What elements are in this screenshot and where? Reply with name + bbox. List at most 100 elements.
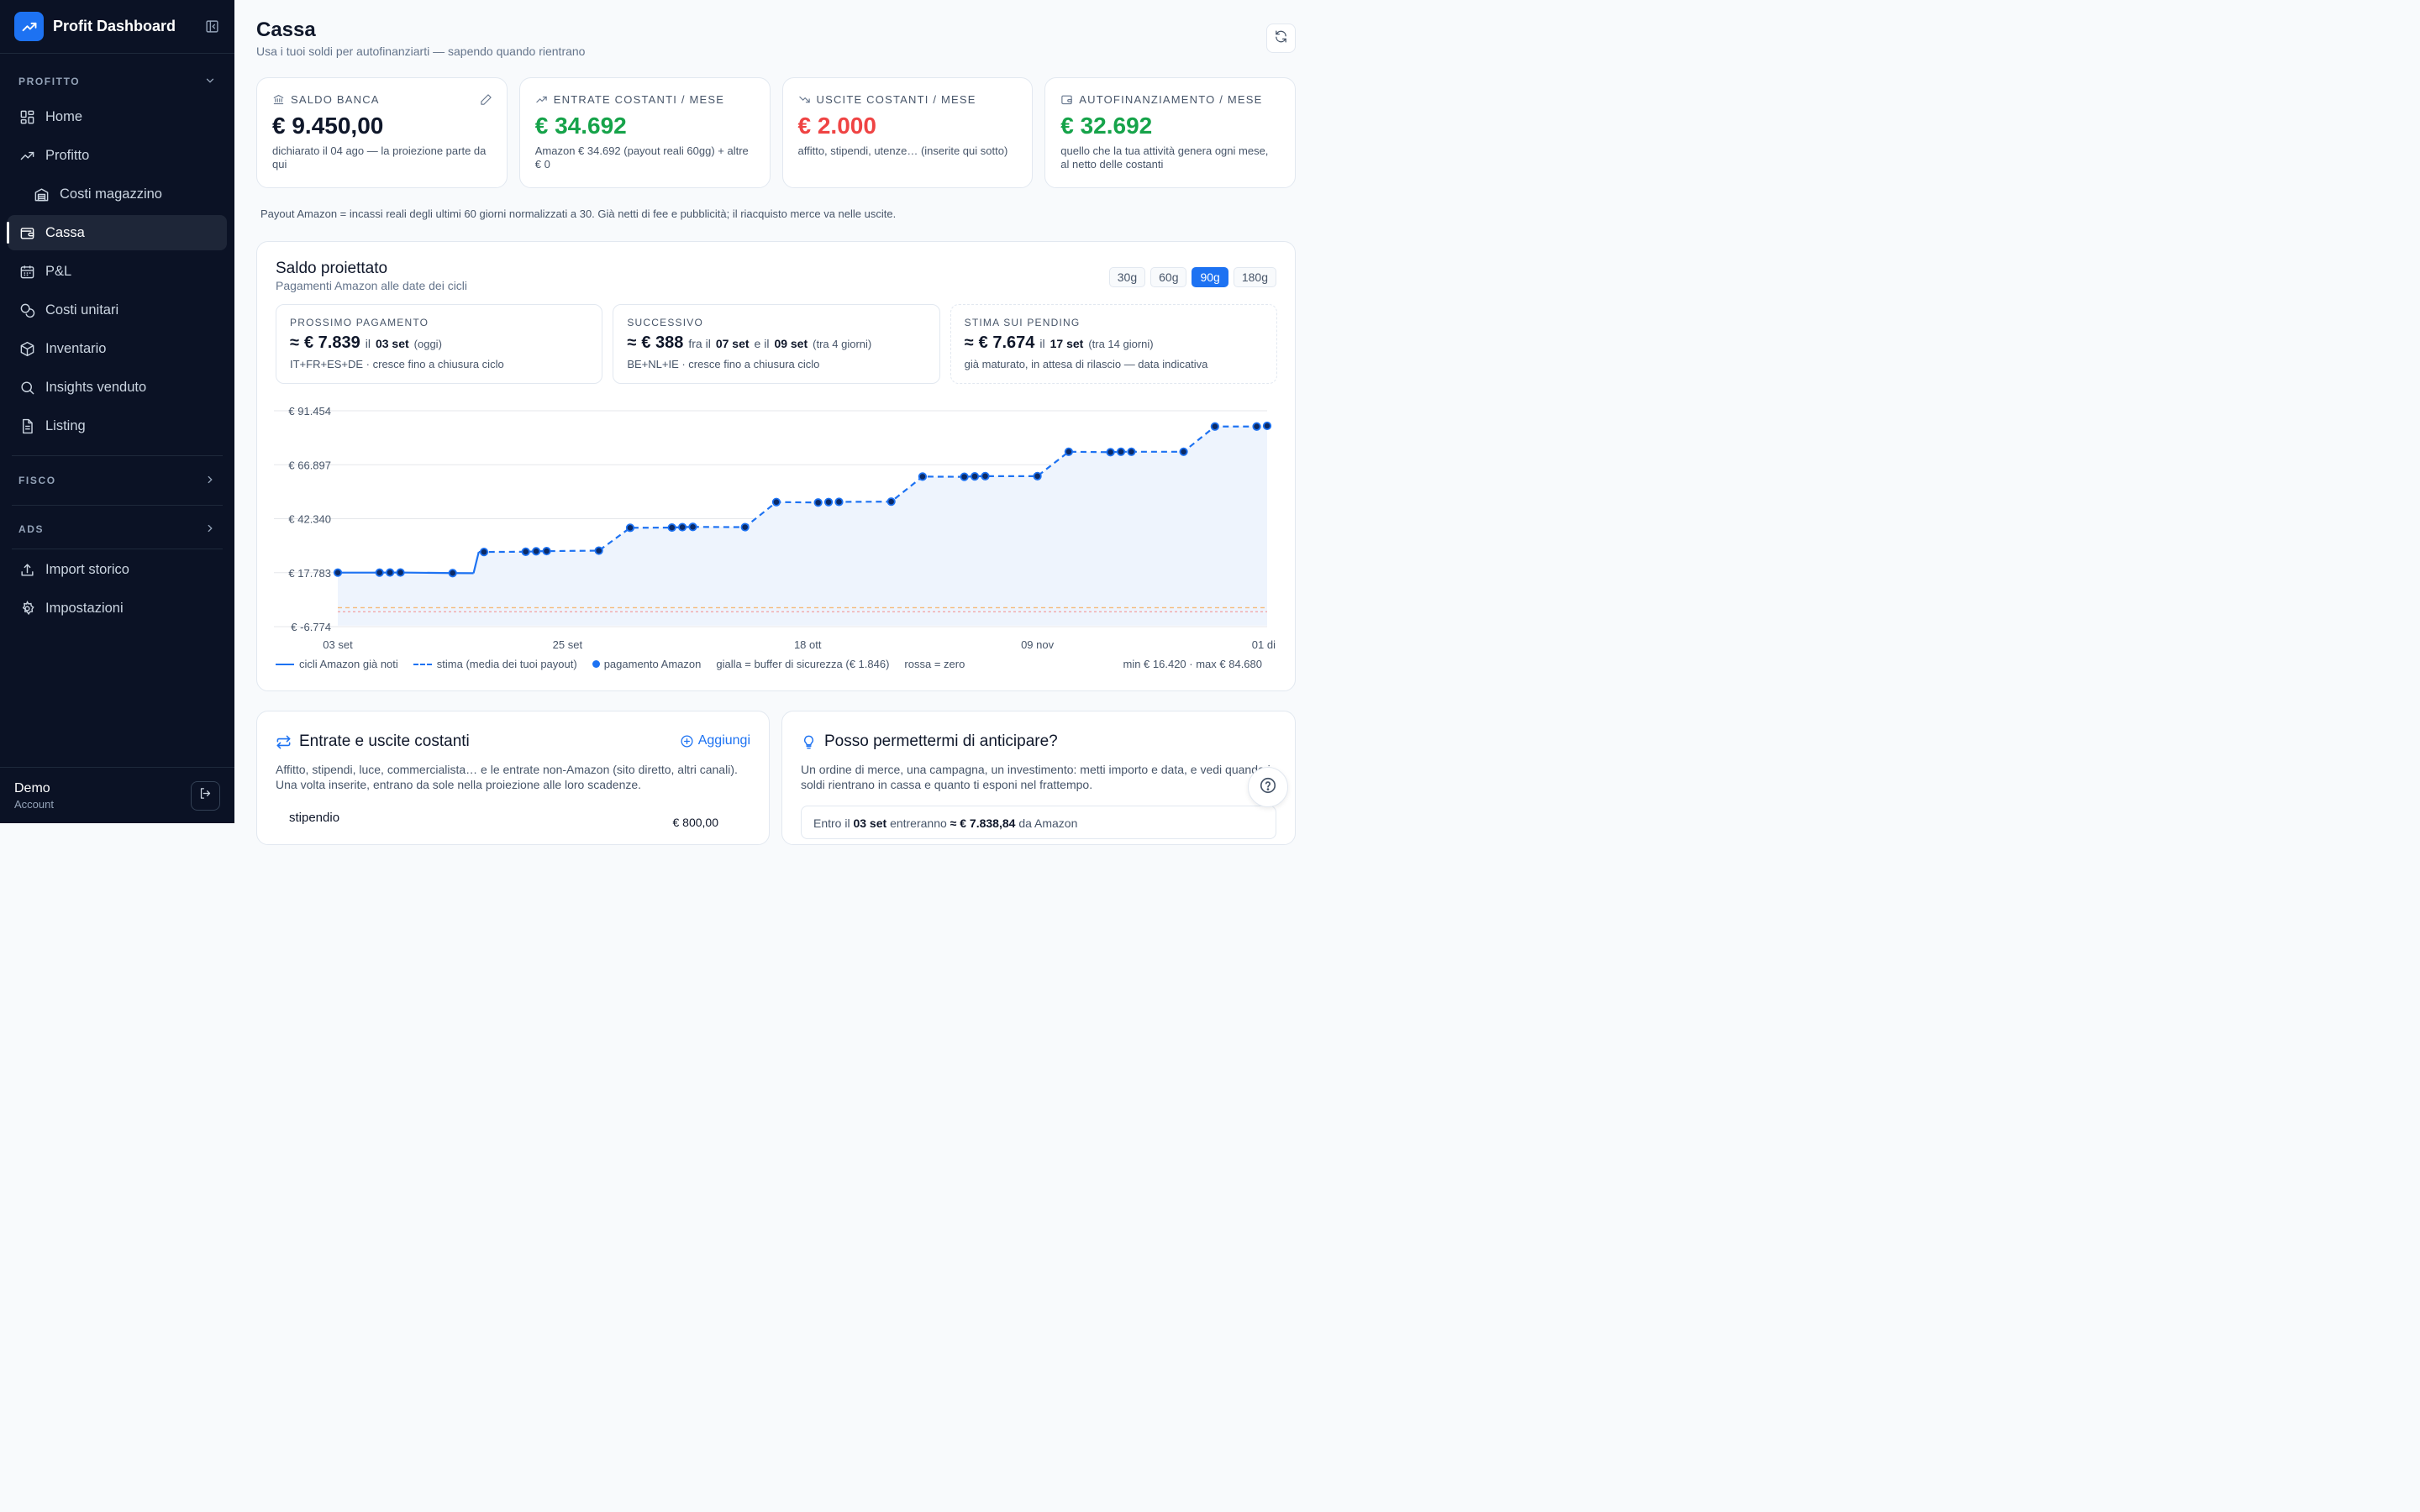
sidebar-item-label: Impostazioni	[45, 600, 124, 616]
range-30g-button[interactable]: 30g	[1108, 267, 1146, 287]
help-question-icon	[1259, 776, 1277, 799]
collapse-sidebar-icon[interactable]	[203, 18, 220, 35]
logout-icon	[198, 786, 213, 805]
range-60g-button[interactable]: 60g	[1150, 267, 1187, 287]
kpi-note: quello che la tua attività genera ogni m…	[1060, 144, 1269, 171]
repeat-icon	[276, 733, 292, 750]
sidebar-item-label: Cassa	[45, 224, 85, 240]
sidebar-item-listing[interactable]: Listing	[8, 408, 227, 444]
x-tick-label: 09 nov	[1021, 638, 1055, 651]
refresh-button[interactable]	[1266, 24, 1296, 53]
payment-dot	[1127, 447, 1136, 456]
payment-dot	[1210, 422, 1219, 431]
projection-chart[interactable]: € 91.454 € 66.897 € 42.340 € 17.783 € -6.774…	[257, 393, 1297, 654]
payment-dot	[667, 522, 676, 533]
projection-subtitle: Pagamenti Amazon alle date dei cicli	[276, 279, 468, 292]
sidebar-item-profitto[interactable]: Profitto	[8, 138, 227, 173]
sidebar-item-inventario[interactable]: Inventario	[8, 331, 227, 366]
add-recurring-button[interactable]: Aggiungi	[680, 733, 750, 748]
sidebar-item-cassa[interactable]: Cassa	[7, 215, 227, 250]
next-payment-prefix: il	[365, 337, 371, 350]
kpi-value: € 34.692	[534, 113, 627, 139]
range-180g-button[interactable]: 180g	[1233, 267, 1276, 287]
lightbulb-icon	[801, 733, 818, 750]
y-tick-label: € 17.783	[288, 567, 331, 580]
payment-dot	[448, 569, 457, 578]
sidebar-item-label: Profitto	[45, 147, 90, 163]
kpi-label: AUTOFINANZIAMENTO / MESE	[1060, 93, 1280, 106]
section-fisco[interactable]: FISCO	[0, 471, 234, 490]
brand-header: Profit Dashboard	[0, 0, 234, 54]
payment-dot	[886, 497, 896, 507]
following-payment-main: ≈ € 388 fra il 07 set e il 09 set (tra 4…	[627, 333, 925, 353]
kpi-note: affitto, stipendi, utenze… (inserite qui…	[797, 144, 1008, 157]
main-content: Cassa Usa i tuoi soldi per autofinanziar…	[234, 0, 1318, 845]
following-payment-amount: € 388	[641, 333, 684, 352]
kpi-note: Amazon € 34.692 (payout reali 60gg) + al…	[534, 144, 749, 171]
recurring-description: Affitto, stipendi, luce, commercialista……	[276, 763, 738, 791]
sidebar-item-label: P&L	[45, 263, 72, 279]
sidebar-item-insights-venduto[interactable]: Insights venduto	[8, 370, 227, 405]
kpi-entrate: ENTRATE COSTANTI / MESE € 34.692 Amazon …	[518, 77, 771, 188]
payment-dot	[386, 568, 395, 577]
warehouse-icon	[33, 186, 50, 202]
approx-symbol: ≈	[964, 333, 974, 352]
sidebar-item-costi-magazzino[interactable]: Costi magazzino	[8, 176, 227, 212]
payment-dot	[1262, 421, 1272, 431]
range-90g-button[interactable]: 90g	[1192, 267, 1228, 287]
kpi-label-text: USCITE COSTANTI / MESE	[816, 93, 976, 106]
sidebar-item-costi-unitari[interactable]: Costi unitari	[8, 292, 227, 328]
recurring-card: Entrate e uscite costanti Aggiungi Affit…	[256, 711, 770, 845]
payment-dot	[625, 523, 635, 533]
brand-title: Profit Dashboard	[53, 18, 176, 34]
section-ads-label: ADS	[18, 523, 45, 535]
trend-down-icon	[798, 93, 811, 106]
trend-up-icon	[535, 93, 548, 106]
approx-symbol: ≈	[290, 333, 299, 352]
help-button[interactable]	[1248, 767, 1288, 807]
kpi-value: € 32.692	[1060, 113, 1153, 139]
following-payment-extra: (tra 4 giorni)	[813, 338, 872, 350]
pending-label: STIMA SUI PENDING	[964, 317, 1081, 328]
y-tick-label: € 66.897	[288, 459, 331, 471]
edit-pencil-icon[interactable]	[480, 93, 493, 107]
sidebar-item-pl[interactable]: P&L	[8, 254, 227, 289]
payment-dot	[771, 497, 781, 507]
sidebar-divider	[12, 505, 223, 506]
kpi-label: USCITE COSTANTI / MESE	[798, 93, 1018, 106]
pending-note: già maturato, in attesa di rilascio — da…	[964, 358, 1208, 370]
kpi-label-text: AUTOFINANZIAMENTO / MESE	[1079, 93, 1263, 106]
calendar-icon	[18, 263, 35, 280]
legend-yellow-label: gialla = buffer di sicurezza (€ 1.846)	[716, 658, 890, 670]
payment-dot	[970, 472, 980, 481]
payment-dot	[960, 472, 969, 481]
sidebar-item-home[interactable]: Home	[8, 99, 227, 134]
series-connector	[472, 551, 480, 574]
anticipate-info: Entro il 03 set entreranno ≈ € 7.838,84 …	[801, 806, 1276, 839]
logout-button[interactable]	[191, 780, 220, 811]
y-tick-label: € -6.774	[291, 621, 331, 633]
area-fill	[338, 425, 1267, 626]
account-name: Demo	[14, 780, 50, 795]
payment-dot	[594, 546, 603, 555]
wallet-icon	[18, 224, 35, 241]
x-tick-label: 01 di	[1252, 638, 1276, 651]
payment-dot	[1033, 471, 1042, 480]
approx-symbol: ≈	[627, 333, 637, 352]
sidebar-item-impostazioni[interactable]: Impostazioni	[8, 591, 227, 626]
range-selector: 30g 60g 90g 180g	[1108, 267, 1276, 287]
next-payment-note: IT+FR+ES+DE · cresce fino a chiusura cic…	[290, 358, 504, 370]
pending-amount: € 7.674	[978, 333, 1035, 352]
projection-title: Saldo proiettato	[276, 260, 388, 277]
sidebar-item-label: Inventario	[45, 340, 107, 356]
kpi-saldo-banca: SALDO BANCA € 9.450,00 dichiarato il 04 …	[256, 77, 508, 188]
kpi-value: € 2.000	[797, 113, 876, 139]
legend-dashed-label: stima (media dei tuoi payout)	[436, 658, 577, 670]
kpi-label-text: ENTRATE COSTANTI / MESE	[553, 93, 725, 106]
sidebar-item-import-storico[interactable]: Import storico	[8, 552, 227, 587]
wallet-icon	[1060, 93, 1073, 106]
following-payment-card: SUCCESSIVO ≈ € 388 fra il 07 set e il 09…	[613, 304, 940, 384]
section-ads[interactable]: ADS	[0, 520, 234, 538]
anticipate-description: Un ordine di merce, una campagna, un inv…	[801, 763, 1270, 791]
section-profitto[interactable]: PROFITTO	[0, 72, 234, 91]
